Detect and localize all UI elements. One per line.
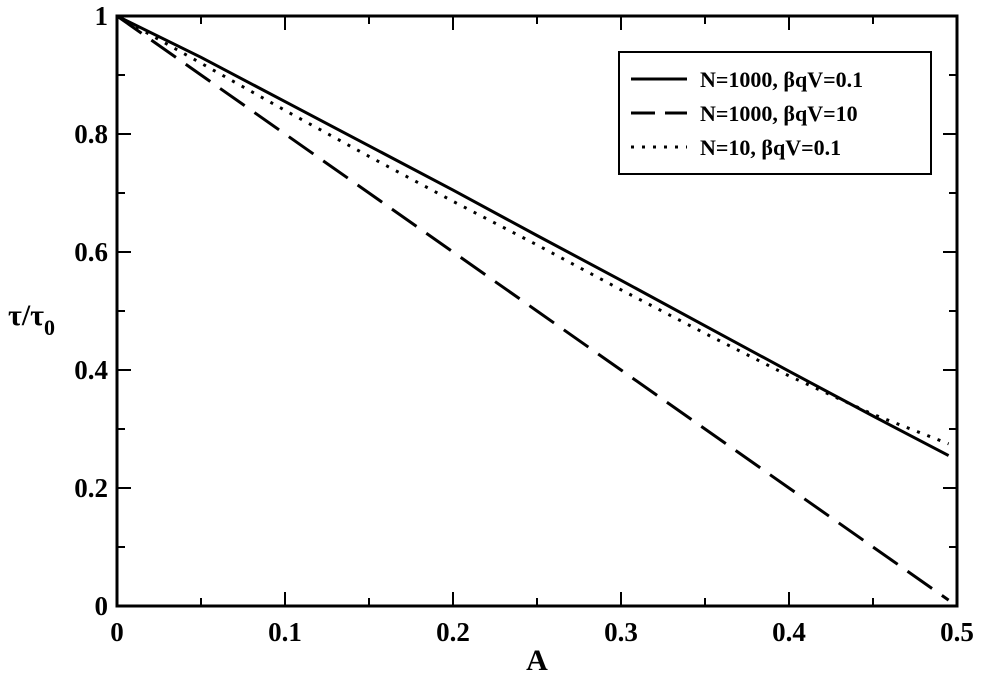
- series-line-dotted: [116, 14, 950, 446]
- x-tick-label: 0.5: [940, 617, 974, 647]
- x-tick-label: 0.4: [772, 617, 806, 647]
- x-tick-label: 0.2: [436, 617, 470, 647]
- y-tick-label: 1: [95, 1, 109, 31]
- x-tick-label: 0.1: [268, 617, 302, 647]
- series-line-solid: [116, 14, 950, 457]
- x-tick-label: 0: [110, 617, 124, 647]
- y-tick-label: 0.2: [74, 473, 108, 503]
- legend-label: N=1000, βqV=0.1: [700, 67, 863, 92]
- legend-items: N=1000, βqV=0.1 N=1000, βqV=10 N=10, βqV=0…: [631, 67, 863, 160]
- y-tick-label: 0.8: [74, 119, 108, 149]
- y-tick-label: 0.6: [74, 237, 108, 267]
- legend: N=1000, βqV=0.1 N=1000, βqV=10 N=10, βqV=0…: [618, 51, 932, 175]
- y-tick-label: 0.4: [74, 355, 108, 385]
- axis-ticks: [116, 15, 958, 607]
- legend-box: [618, 51, 932, 175]
- x-tick-label: 0.3: [604, 617, 638, 647]
- y-axis-title: τ/τ0: [8, 299, 55, 340]
- y-axis-title-subscript: 0: [44, 315, 55, 340]
- x-axis-title: A: [526, 644, 548, 677]
- legend-label: N=10, βqV=0.1: [700, 135, 841, 160]
- series-group: [116, 14, 950, 602]
- series-line-dashed: [116, 14, 950, 602]
- y-axis-title-main: τ/τ: [8, 299, 44, 332]
- y-tick-label: 0: [95, 591, 109, 621]
- axis-tick-labels: 0 0.1 0.2 0.3 0.4 0.5 0 0.2 0.4 0.6 0.8 1: [74, 1, 974, 647]
- legend-label: N=1000, βqV=10: [700, 101, 858, 126]
